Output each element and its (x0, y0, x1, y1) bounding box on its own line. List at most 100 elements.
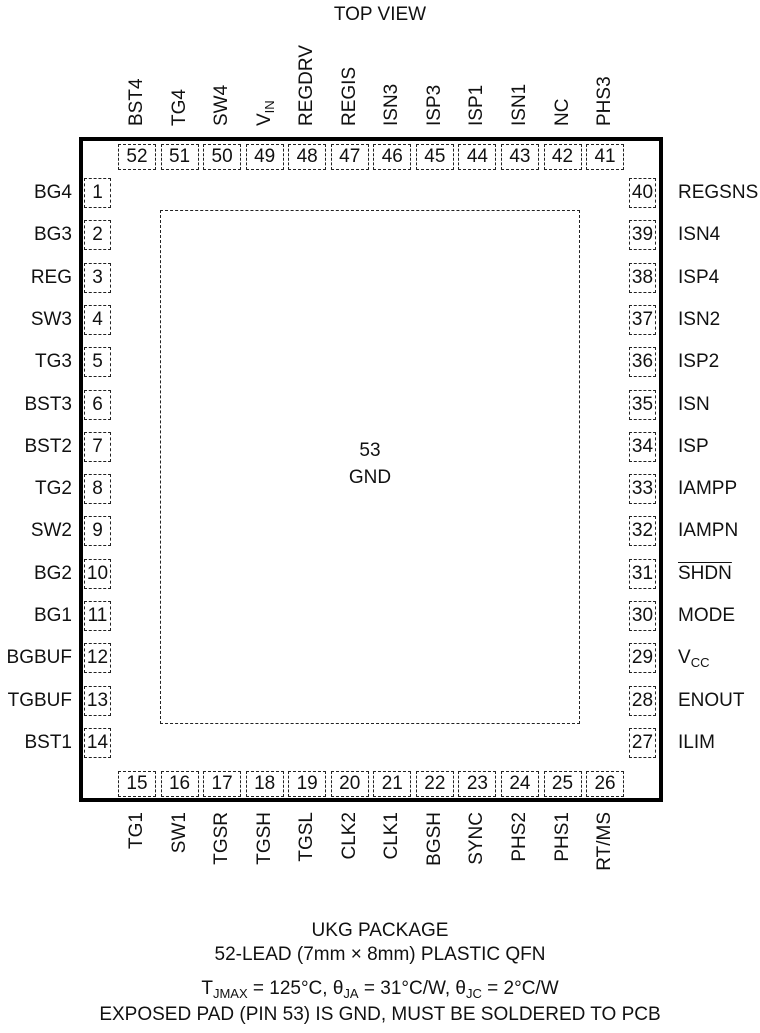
pin-number-box: 33 (629, 474, 656, 505)
pin-label: TG1 (126, 812, 147, 922)
pin-label-text: BST1 (24, 731, 72, 753)
pin-label-text: SW4 (211, 84, 233, 126)
pin-label: ISN1 (509, 16, 530, 126)
pin-number-box: 16 (160, 771, 199, 797)
pin-number-box: 17 (203, 771, 242, 797)
pin-label-text: BG1 (33, 605, 72, 626)
pin-label-text: ENOUT (678, 689, 745, 711)
pin-label: TG2 (0, 479, 72, 499)
pin-label: TG3 (0, 352, 72, 372)
pin-label-text: TG1 (126, 812, 147, 849)
pin-label-text: ISN (678, 393, 710, 415)
pin-label-text: BST3 (24, 393, 72, 415)
pin-label-text: BST4 (126, 78, 147, 126)
ja-subscript: JA (343, 986, 359, 1001)
pin-label: ISP3 (423, 16, 445, 126)
pin-label: PHS2 (509, 812, 530, 922)
pin-label: BST4 (126, 16, 147, 126)
tj-symbol: T (201, 978, 213, 999)
pin-number-box: 45 (415, 144, 454, 170)
pin-number-box: 48 (288, 144, 327, 170)
pin-label: BST3 (0, 393, 72, 415)
pin-number-box: 34 (629, 431, 656, 462)
pin-number-box: 11 (84, 601, 111, 631)
pin-label-text: ISP1 (466, 84, 488, 126)
pin-label-subscript: CC (690, 655, 710, 671)
pin-label-subscript: IN (261, 100, 277, 114)
tj-subscript: JMAX (212, 986, 248, 1001)
pin-number-box: 4 (84, 304, 111, 335)
pin-label-text: TGSR (211, 812, 233, 865)
diagram-title: TOP VIEW (333, 4, 427, 25)
pin-number-box: 42 (543, 144, 582, 170)
pin-number-box: 23 (458, 771, 497, 797)
package-name: UKG PACKAGE (311, 920, 449, 941)
pin-label: ISP4 (678, 267, 719, 288)
pin-label: VCC (678, 648, 710, 671)
pin-label-text: SHDN (678, 562, 732, 584)
pin-label: SW2 (0, 521, 72, 541)
pin-number-box: 41 (586, 144, 625, 170)
pin-label: ISN (678, 393, 710, 415)
pin-number-box: 32 (629, 516, 656, 547)
pin-label: REGDRV (296, 16, 317, 126)
pin-label: ISN2 (678, 309, 720, 330)
pin-number-box: 7 (84, 431, 111, 462)
pin-label: BGBUF (0, 648, 72, 668)
pin-label-text: ISN4 (678, 224, 721, 246)
pin-label: BST1 (0, 731, 72, 753)
pin-number-box: 14 (84, 727, 111, 758)
pin-label: IAMPN (678, 521, 738, 541)
pin-label: SHDN (678, 562, 732, 584)
pin-number-box: 47 (330, 144, 369, 170)
package-outline (79, 137, 663, 802)
pin-number-box: 5 (84, 347, 111, 378)
pin-number-box: 24 (500, 771, 539, 797)
pin-label: TGSH (254, 812, 275, 922)
pin-label: CLK2 (338, 812, 360, 922)
pin-number-box: 30 (629, 601, 656, 631)
thermal-specs: TJMAX = 125°C, θJA = 31°C/W, θJC = 2°C/W (0, 978, 760, 1001)
pin-number-box: 50 (203, 144, 242, 170)
pin-label: BGSH (423, 812, 445, 922)
pin-label: TGSL (296, 812, 317, 922)
pin-label: IAMPP (678, 479, 737, 499)
pin-label-text: BGBUF (6, 647, 72, 669)
pin-label-text: REGIS (338, 66, 360, 126)
pin-label-text: BGSH (423, 812, 445, 866)
pin-number-box: 26 (586, 771, 625, 797)
pin-label-text: MODE (678, 605, 735, 626)
pin-label: NC (551, 16, 573, 126)
pin-number-box: 9 (84, 516, 111, 547)
pin-number-box: 19 (288, 771, 327, 797)
pin-label-text: RT/MS (594, 812, 616, 871)
pin-label-text: PHS1 (551, 812, 573, 862)
pin-label-text: ISP3 (423, 84, 445, 126)
pin-label: ISP (678, 436, 709, 457)
pin-label: ENOUT (678, 689, 745, 711)
pin-label-text: CLK2 (338, 812, 360, 860)
pin-label-text: REG (30, 266, 72, 288)
pin-label-text: SYNC (466, 812, 488, 865)
pin-label-text: TG4 (168, 89, 190, 126)
pin-number-box: 29 (629, 643, 656, 674)
ja-symbol: θ (332, 978, 344, 999)
pin-number-box: 27 (629, 727, 656, 758)
pin-label-text: TG3 (35, 351, 72, 373)
pin-label: PHS3 (594, 16, 615, 126)
pin-number-box: 40 (629, 178, 656, 208)
pin-number-box: 3 (84, 262, 111, 293)
package-description: 52-LEAD (7mm × 8mm) PLASTIC QFN (214, 944, 546, 965)
pin-label-text: NC (551, 98, 573, 126)
pin-label: TG4 (168, 16, 190, 126)
tj-value: = 125°C, (247, 978, 333, 999)
pin-label: SW1 (169, 812, 190, 922)
pin-number-box: 52 (118, 144, 156, 170)
ja-value: = 31°C/W, (358, 978, 456, 999)
pin-label-text: V (253, 113, 275, 126)
pin-label-text: TGBUF (7, 689, 72, 711)
pin-label: REGIS (338, 16, 360, 126)
pin-label: BG4 (0, 183, 72, 203)
pin-label: VIN (253, 16, 277, 126)
